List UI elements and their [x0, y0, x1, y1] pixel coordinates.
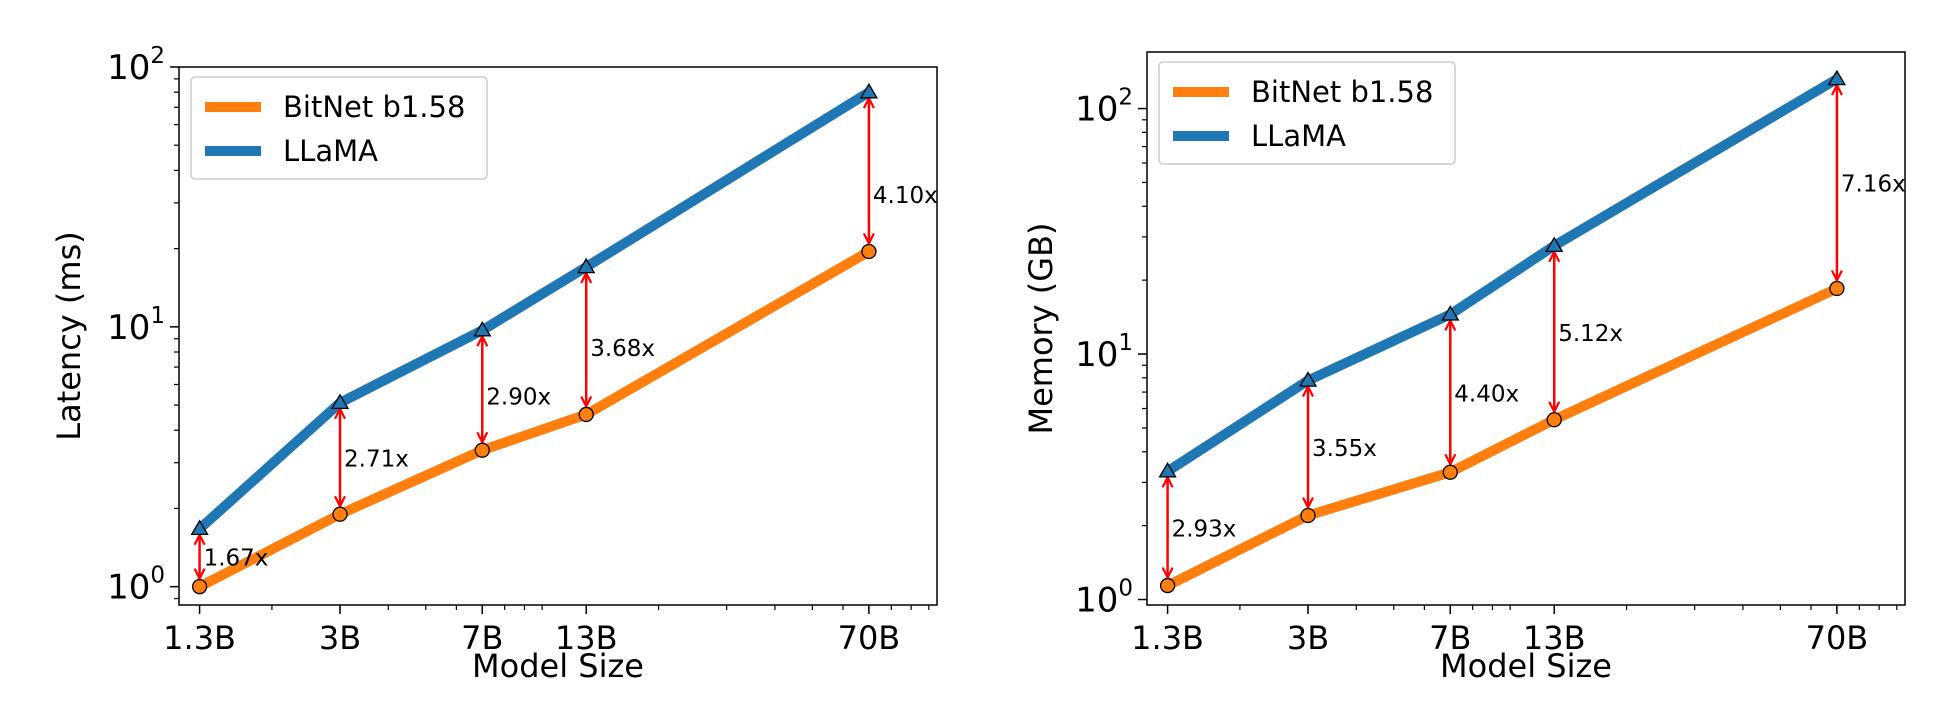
x-tick-label: 3B: [1287, 619, 1329, 657]
ratio-annotation: 4.40x: [1454, 381, 1519, 407]
llama-point: [190, 519, 209, 536]
bitnet-point: [578, 406, 594, 423]
ratio-annotation: 7.16x: [1841, 172, 1906, 198]
y-tick-label-base: 10: [107, 568, 150, 608]
x-tick-label: 7B: [1429, 619, 1471, 657]
legend-box: [190, 76, 488, 180]
ratio-annotation: 2.90x: [486, 384, 551, 410]
llama-point: [473, 321, 492, 337]
legend-entry: BitNet b1.58: [283, 90, 465, 124]
legend: BitNet b1.58 LLaMA: [190, 76, 488, 180]
bitnet-point: [1829, 280, 1845, 297]
legend-box: [1158, 61, 1456, 165]
bitnet-point: [474, 442, 490, 458]
x-tick-label: 1.3B: [163, 619, 236, 657]
y-tick-label-base: 10: [1075, 90, 1118, 130]
ratio-annotation: 3.55x: [1312, 436, 1377, 462]
llama-point: [1441, 305, 1460, 321]
y-tick-label: 101: [107, 303, 165, 348]
llama-point: [859, 82, 879, 99]
y-tick-label-exponent: 1: [1118, 330, 1133, 356]
x-tick-label: 70B: [1806, 619, 1869, 657]
llama-point: [1298, 371, 1318, 387]
y-axis-label: Latency (ms): [50, 231, 88, 440]
bitnet-point: [1300, 507, 1316, 524]
y-tick-label: 100: [107, 563, 165, 608]
llama-point: [577, 257, 596, 274]
bitnet-point: [1442, 464, 1458, 480]
bitnet-point: [1159, 577, 1176, 594]
llama-point: [330, 393, 350, 410]
plot-frame: [178, 66, 938, 606]
y-tick-label: 101: [1075, 330, 1133, 375]
legend-entry: BitNet b1.58: [1251, 75, 1433, 109]
x-tick-label: 70B: [838, 619, 901, 657]
y-tick-label-base: 10: [107, 308, 150, 348]
plot-frame: [1146, 51, 1906, 606]
legend-entry: LLaMA: [1251, 119, 1346, 153]
legend: BitNet b1.58 LLaMA: [1158, 61, 1456, 165]
y-tick-label-exponent: 2: [150, 43, 165, 69]
bitnet-point: [191, 579, 208, 595]
y-tick-label: 100: [1075, 576, 1133, 621]
ratio-annotation: 2.71x: [344, 447, 409, 473]
legend-entry: LLaMA: [283, 134, 378, 168]
y-tick-label-exponent: 0: [150, 563, 165, 589]
y-tick-label-base: 10: [1075, 581, 1118, 621]
bitnet-point: [1546, 412, 1562, 428]
y-tick-label-base: 10: [107, 48, 150, 88]
y-axis-label: Memory (GB): [1022, 222, 1060, 434]
x-axis-label: Model Size: [472, 647, 644, 685]
y-tick-label-base: 10: [1075, 335, 1118, 375]
y-tick-label: 102: [1075, 85, 1133, 130]
ratio-annotation: 3.68x: [590, 336, 655, 362]
ratio-annotation: 5.12x: [1558, 321, 1623, 347]
llama-point: [1545, 236, 1564, 253]
y-tick-label-exponent: 1: [150, 303, 165, 329]
y-tick-label: 102: [107, 43, 165, 88]
x-tick-label: 13B: [1523, 619, 1586, 657]
x-tick-label: 7B: [461, 619, 503, 657]
y-tick-label-exponent: 2: [1118, 85, 1133, 111]
x-tick-label: 3B: [319, 619, 361, 657]
ratio-annotation: 1.67x: [204, 546, 269, 572]
x-axis-label: Model Size: [1440, 647, 1612, 685]
llama-point: [1827, 69, 1847, 86]
series-line-bitnet: [1165, 283, 1840, 591]
x-tick-label: 13B: [555, 619, 618, 657]
y-tick-label-exponent: 0: [1118, 576, 1133, 602]
ratio-annotation: 2.93x: [1172, 516, 1237, 542]
x-tick-label: 1.3B: [1131, 619, 1204, 657]
llama-point: [1158, 462, 1177, 478]
bitnet-point: [861, 243, 877, 260]
bitnet-point: [332, 506, 348, 522]
ratio-annotation: 4.10x: [873, 183, 938, 209]
